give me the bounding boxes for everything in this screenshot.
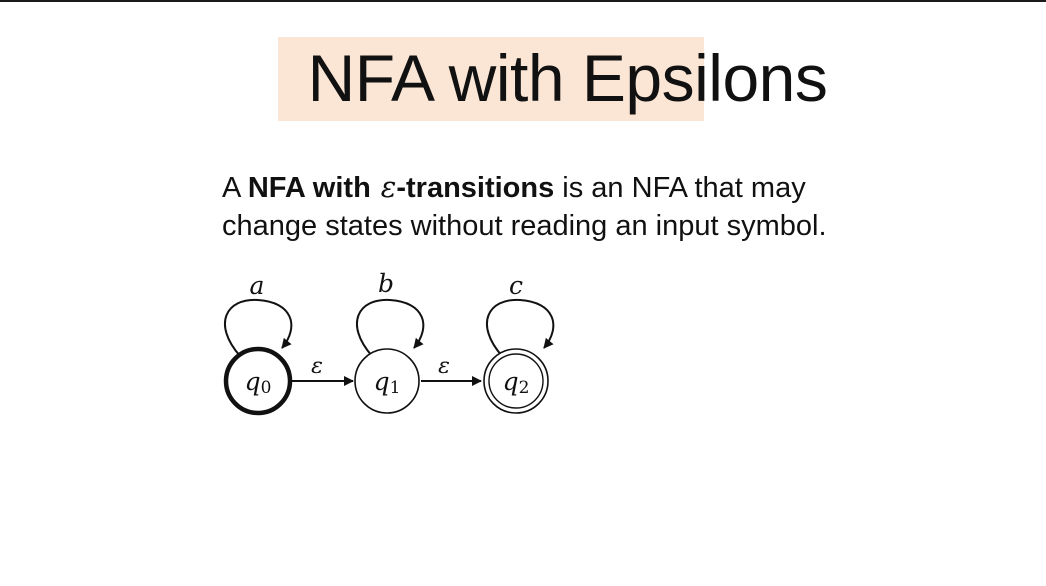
epsilon-symbol: ε [380,170,397,204]
definition-line-1: A NFA with ε-transitions is an NFA that m… [222,168,942,207]
definition-text: A NFA with ε-transitions is an NFA that m… [222,168,942,245]
state-q2: q2 [483,348,549,414]
loop-label-a: a [250,271,265,300]
definition-term: NFA with [247,172,371,204]
slide-title: NFA with Epsilons [307,41,828,115]
loop-label-c: c [509,271,523,300]
top-border [0,0,1046,2]
state-q0-label: q0 [245,367,272,398]
state-q2-label: q2 [503,367,530,398]
loop-label-b: b [378,269,394,298]
self-loop-q1 [355,298,425,357]
definition-rest: is an NFA that may [554,172,806,204]
title-highlight [278,37,704,121]
definition-prefix: A [222,172,248,204]
definition-line-2: change states without reading an input s… [222,210,827,242]
transition-label-eps-2: ε [438,354,450,379]
self-loop-q0 [223,298,293,357]
transition-label-eps-1: ε [311,354,323,379]
state-q0: q0 [223,346,293,416]
self-loop-q2 [485,298,555,357]
definition-term-suffix: -transitions [396,172,555,204]
state-q1-label: q1 [374,367,401,398]
state-q1: q1 [354,348,420,414]
